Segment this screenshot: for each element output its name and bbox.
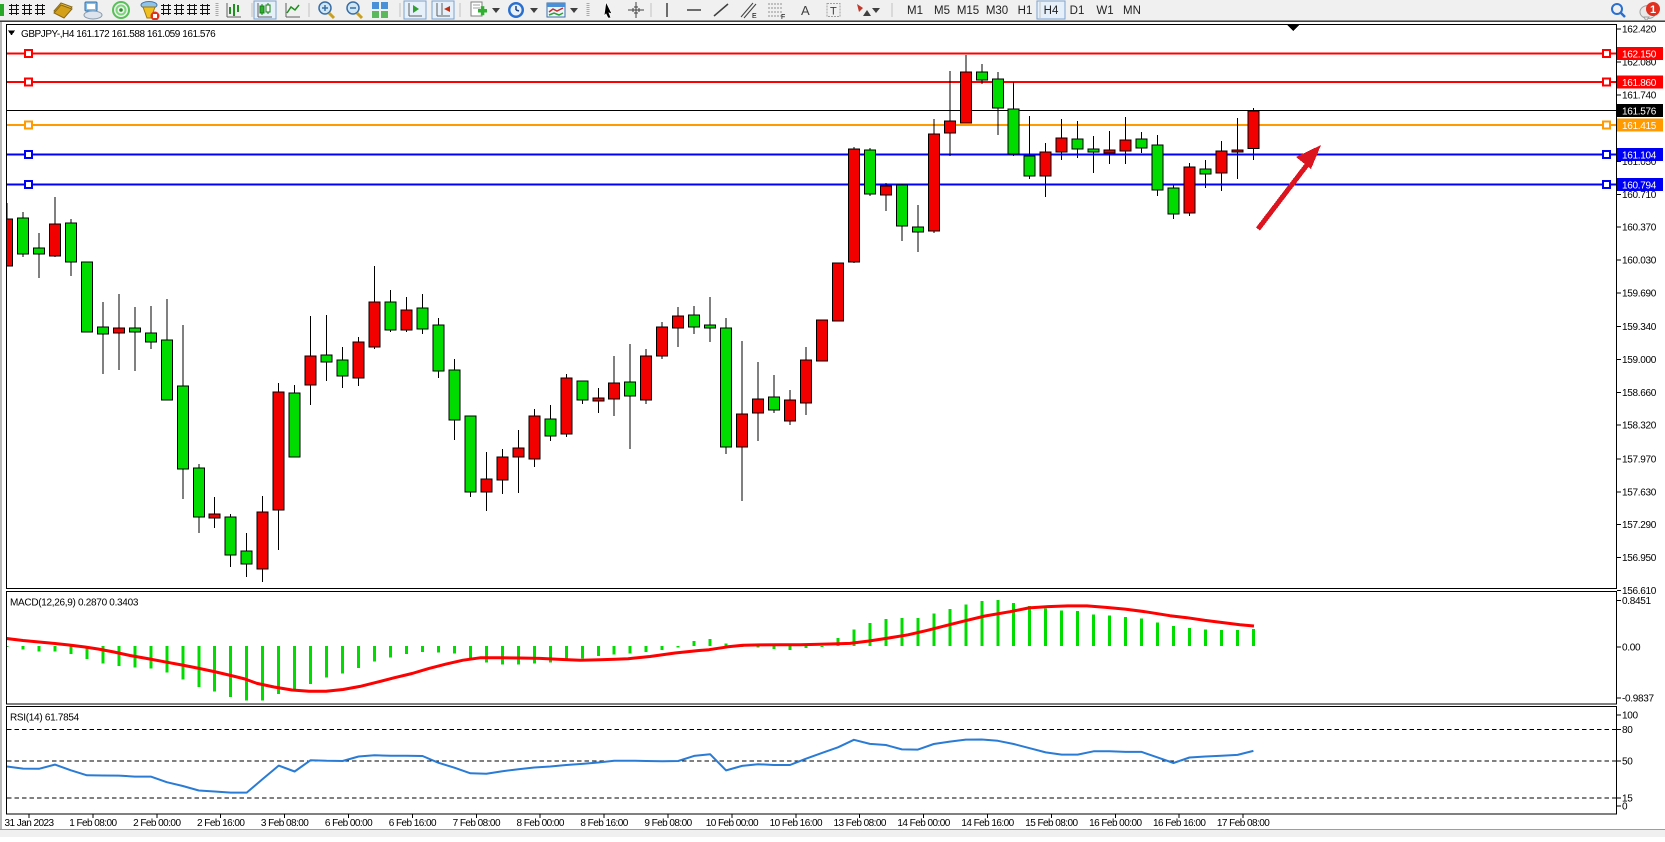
svg-text:15: 15 (1622, 794, 1633, 805)
svg-text:160.370: 160.370 (1622, 223, 1657, 234)
svg-text:0.00: 0.00 (1622, 643, 1641, 654)
svg-text:100: 100 (1622, 711, 1639, 722)
svg-text:14 Feb 16:00: 14 Feb 16:00 (961, 818, 1014, 829)
svg-text:H1: H1 (1018, 5, 1033, 17)
svg-text:157.290: 157.290 (1622, 520, 1657, 531)
svg-text:M1: M1 (907, 5, 923, 17)
svg-text:161.050: 161.050 (1622, 157, 1657, 168)
svg-text:6 Feb 00:00: 6 Feb 00:00 (325, 818, 373, 829)
svg-text:157.630: 157.630 (1622, 487, 1657, 498)
svg-text:M30: M30 (986, 5, 1008, 17)
svg-text:159.340: 159.340 (1622, 322, 1657, 333)
svg-text:0.8451: 0.8451 (1622, 596, 1652, 607)
svg-text:158.660: 158.660 (1622, 388, 1657, 399)
svg-text:15 Feb 08:00: 15 Feb 08:00 (1025, 818, 1078, 829)
svg-text:162.150: 162.150 (1622, 50, 1657, 61)
svg-text:161.740: 161.740 (1622, 90, 1657, 101)
svg-text:80: 80 (1622, 725, 1633, 736)
svg-text:W1: W1 (1096, 5, 1113, 17)
svg-text:-0.9837: -0.9837 (1622, 693, 1655, 704)
svg-text:156.950: 156.950 (1622, 553, 1657, 564)
svg-text:13 Feb 08:00: 13 Feb 08:00 (834, 818, 887, 829)
svg-text:161.860: 161.860 (1622, 78, 1657, 89)
svg-text:3 Feb 08:00: 3 Feb 08:00 (261, 818, 309, 829)
svg-text:H4: H4 (1044, 5, 1059, 17)
svg-text:8 Feb 00:00: 8 Feb 00:00 (517, 818, 565, 829)
svg-text:A: A (801, 3, 810, 18)
svg-text:161.104: 161.104 (1622, 151, 1657, 162)
svg-text:14 Feb 00:00: 14 Feb 00:00 (897, 818, 950, 829)
svg-text:160.794: 160.794 (1622, 181, 1657, 192)
svg-text:M15: M15 (957, 5, 979, 17)
svg-text:9 Feb 08:00: 9 Feb 08:00 (644, 818, 692, 829)
svg-text:2 Feb 00:00: 2 Feb 00:00 (133, 818, 181, 829)
svg-text:162.420: 162.420 (1622, 25, 1657, 36)
svg-text:31 Jan 2023: 31 Jan 2023 (5, 818, 55, 829)
svg-text:162.080: 162.080 (1622, 58, 1657, 69)
svg-text:159.690: 159.690 (1622, 288, 1657, 299)
svg-text:16 Feb 00:00: 16 Feb 00:00 (1089, 818, 1142, 829)
svg-text:MN: MN (1123, 5, 1141, 17)
svg-text:50: 50 (1622, 757, 1633, 768)
svg-text:160.710: 160.710 (1622, 190, 1657, 201)
svg-text:0: 0 (1622, 802, 1628, 813)
svg-text:6 Feb 16:00: 6 Feb 16:00 (389, 818, 437, 829)
svg-text:159.000: 159.000 (1622, 355, 1657, 366)
svg-text:156.610: 156.610 (1622, 586, 1657, 597)
svg-text:10 Feb 16:00: 10 Feb 16:00 (770, 818, 823, 829)
svg-text:1: 1 (1650, 4, 1656, 16)
svg-text:8 Feb 16:00: 8 Feb 16:00 (580, 818, 628, 829)
svg-text:M5: M5 (934, 5, 950, 17)
svg-text:1 Feb 08:00: 1 Feb 08:00 (69, 818, 117, 829)
svg-text:MACD(12,26,9) 0.2870 0.3403: MACD(12,26,9) 0.2870 0.3403 (10, 598, 139, 609)
svg-text:7 Feb 08:00: 7 Feb 08:00 (453, 818, 501, 829)
svg-text:16 Feb 16:00: 16 Feb 16:00 (1153, 818, 1206, 829)
svg-text:RSI(14) 61.7854: RSI(14) 61.7854 (10, 713, 80, 724)
svg-text:F: F (781, 14, 785, 20)
svg-text:160.030: 160.030 (1622, 256, 1657, 267)
svg-text:10 Feb 00:00: 10 Feb 00:00 (706, 818, 759, 829)
svg-text:158.320: 158.320 (1622, 421, 1657, 432)
svg-text:E: E (752, 13, 757, 20)
svg-text:D1: D1 (1070, 5, 1085, 17)
svg-text:157.970: 157.970 (1622, 455, 1657, 466)
svg-text:T: T (830, 6, 837, 18)
svg-text:161.576: 161.576 (1622, 107, 1657, 118)
svg-text:GBPJPY-,H4 161.172 161.588 16: GBPJPY-,H4 161.172 161.588 161.059 161.5… (21, 29, 216, 40)
svg-text:161.415: 161.415 (1622, 121, 1657, 132)
svg-text:2 Feb 16:00: 2 Feb 16:00 (197, 818, 245, 829)
svg-text:17 Feb 08:00: 17 Feb 08:00 (1217, 818, 1270, 829)
